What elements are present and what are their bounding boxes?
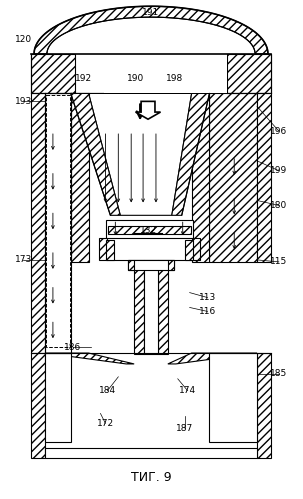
Polygon shape: [88, 93, 191, 215]
Bar: [31, 93, 45, 353]
Text: 185: 185: [270, 369, 288, 378]
Text: 187: 187: [176, 424, 193, 433]
Bar: [99, 238, 107, 260]
Bar: [46, 95, 70, 347]
Polygon shape: [45, 353, 134, 364]
Polygon shape: [47, 17, 255, 54]
Text: 116: 116: [199, 307, 216, 316]
Bar: [168, 260, 174, 270]
Bar: [185, 240, 193, 260]
Text: ΤИГ. 9: ΤИГ. 9: [131, 472, 171, 485]
Polygon shape: [135, 101, 161, 119]
Bar: [108, 226, 191, 234]
Bar: [191, 238, 200, 260]
Bar: [106, 220, 193, 240]
Bar: [71, 93, 88, 262]
Text: 120: 120: [15, 35, 32, 44]
Polygon shape: [71, 93, 120, 215]
Bar: [158, 260, 168, 354]
Text: 199: 199: [270, 166, 288, 175]
Text: 198: 198: [166, 74, 183, 83]
Text: 113: 113: [199, 293, 216, 302]
Bar: [144, 260, 158, 354]
Bar: [209, 353, 257, 442]
Bar: [209, 93, 257, 262]
Text: 186: 186: [64, 343, 81, 352]
Bar: [257, 353, 271, 458]
Text: 184: 184: [99, 386, 116, 395]
Text: 132: 132: [139, 226, 157, 235]
Text: 180: 180: [270, 201, 288, 210]
Bar: [31, 54, 75, 93]
Bar: [105, 54, 227, 93]
Bar: [128, 260, 134, 270]
Bar: [107, 238, 191, 260]
Bar: [191, 93, 209, 262]
Bar: [227, 54, 271, 93]
Polygon shape: [34, 6, 268, 54]
Text: 191: 191: [142, 7, 160, 16]
Text: 190: 190: [127, 74, 144, 83]
Text: 174: 174: [179, 386, 196, 395]
Bar: [31, 353, 45, 458]
Bar: [134, 260, 144, 354]
Text: 115: 115: [270, 257, 288, 266]
Text: 172: 172: [97, 419, 114, 428]
Bar: [45, 353, 71, 442]
Bar: [128, 260, 174, 270]
Polygon shape: [168, 353, 257, 364]
Bar: [45, 448, 257, 458]
Text: 192: 192: [75, 74, 92, 83]
Bar: [106, 240, 114, 260]
Text: 196: 196: [270, 127, 288, 136]
Text: 193: 193: [15, 97, 32, 106]
Bar: [45, 93, 71, 353]
Polygon shape: [172, 93, 209, 215]
Text: 173: 173: [15, 255, 32, 264]
Bar: [257, 93, 271, 262]
